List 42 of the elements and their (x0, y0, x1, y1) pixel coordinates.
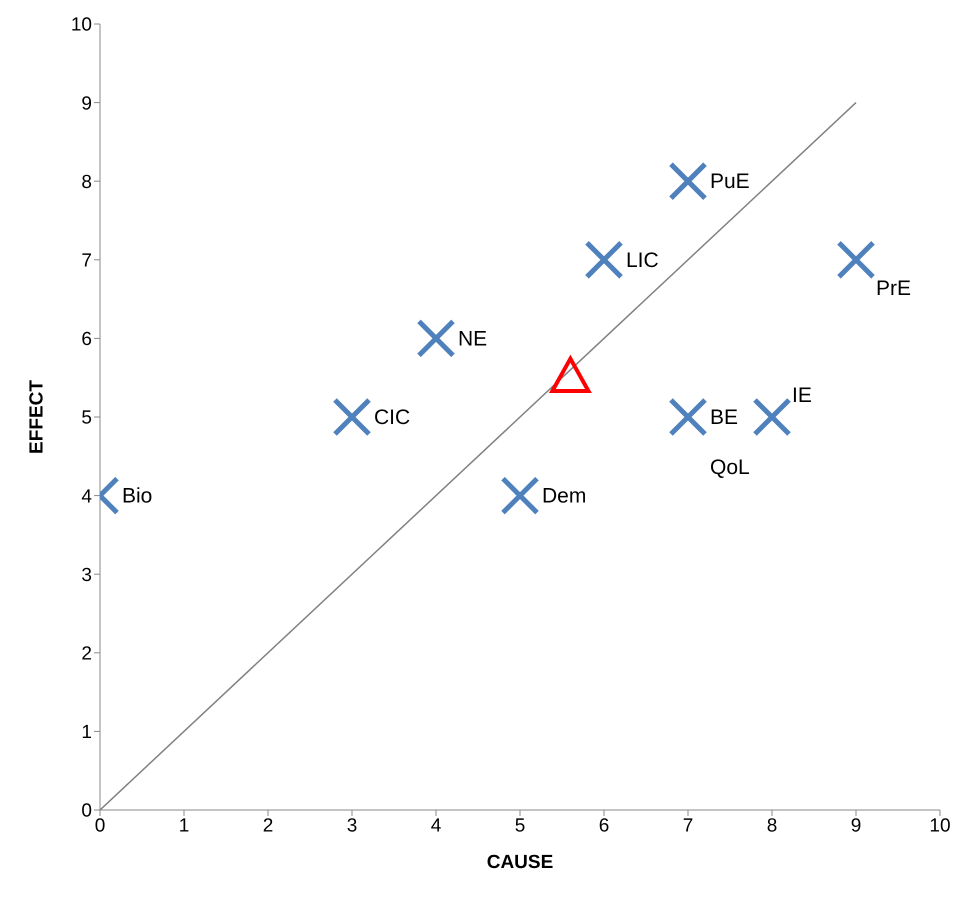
point (500, 476, 540, 516)
point (416, 318, 456, 358)
point (836, 240, 876, 280)
x-tick-label: 2 (262, 815, 274, 836)
x-tick-label: 7 (682, 815, 694, 836)
point (668, 398, 708, 436)
annotation: LIC (626, 248, 659, 272)
y-tick-label: 0 (81, 800, 92, 822)
x-tick-label: 0 (94, 815, 106, 836)
annotation: PrE (876, 276, 912, 300)
x-tick-label: 4 (430, 815, 442, 836)
y-tick-label: 2 (81, 644, 92, 665)
x-tick-label: 3 (346, 815, 358, 836)
y-tick-label: 5 (81, 408, 92, 429)
y-tick-label: 4 (81, 486, 92, 508)
point (584, 240, 624, 280)
x-tick-label: 8 (766, 815, 778, 836)
x-tick-label: 5 (514, 815, 526, 836)
annotation: NE (458, 327, 488, 350)
x-axis-title: CAUSE (486, 852, 554, 873)
x-tick-label: 1 (178, 815, 190, 836)
x-tick-label: 6 (598, 815, 610, 836)
point (668, 162, 708, 201)
x-tick-label: 9 (850, 815, 862, 836)
x-tick-label: 10 (929, 815, 951, 836)
point (752, 398, 792, 436)
y-axis-title: EFFECT (26, 380, 48, 454)
y-tick-label: 7 (81, 250, 92, 272)
annotation: IE (792, 384, 812, 407)
point (332, 398, 372, 436)
y-tick-label: 1 (81, 722, 92, 744)
annotation: Bio (122, 484, 152, 508)
annotation: Dem (542, 484, 586, 508)
y-tick-label: 10 (70, 14, 92, 36)
y-tick-label: 9 (81, 93, 92, 114)
annotation: QoL (710, 456, 750, 479)
annotation: PuE (710, 170, 750, 194)
annotation: BE (710, 406, 738, 429)
y-tick-label: 3 (81, 564, 92, 586)
annotation: CIC (374, 406, 410, 429)
y-tick-label: 8 (81, 172, 92, 193)
y-tick-label: 6 (81, 329, 92, 350)
